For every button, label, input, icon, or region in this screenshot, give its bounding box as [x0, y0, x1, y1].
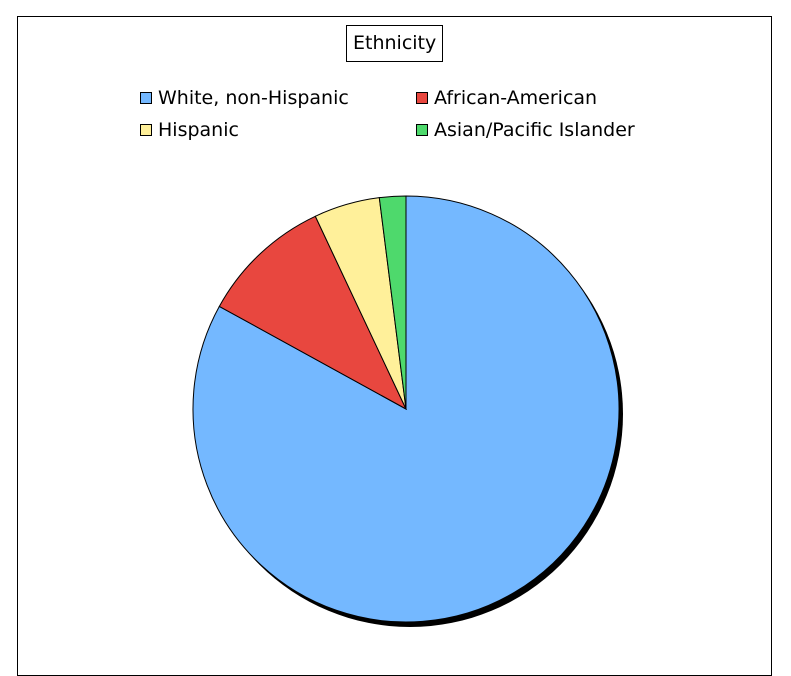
legend-label-asian-pacific: Asian/Pacific Islander [434, 119, 635, 141]
legend-item-african-american: African-American [416, 86, 597, 110]
legend-item-hispanic: Hispanic [140, 118, 239, 142]
pie-slice-african-american [218, 215, 408, 411]
legend-swatch-asian-pacific [416, 124, 428, 136]
chart-title: Ethnicity [346, 25, 444, 62]
legend-label-african-american: African-American [434, 87, 598, 109]
pie-slices [192, 195, 620, 623]
legend-swatch-hispanic [140, 124, 152, 136]
legend-label-hispanic: Hispanic [158, 119, 239, 141]
legend-swatch-african-american [416, 92, 428, 104]
legend-label-white: White, non-Hispanic [158, 87, 349, 109]
pie-slice-asian-pacific [378, 195, 407, 410]
pie-slice-white [192, 195, 620, 623]
legend-swatch-white [140, 92, 152, 104]
legend-item-white: White, non-Hispanic [140, 86, 349, 110]
legend-item-asian-pacific: Asian/Pacific Islander [416, 118, 635, 142]
